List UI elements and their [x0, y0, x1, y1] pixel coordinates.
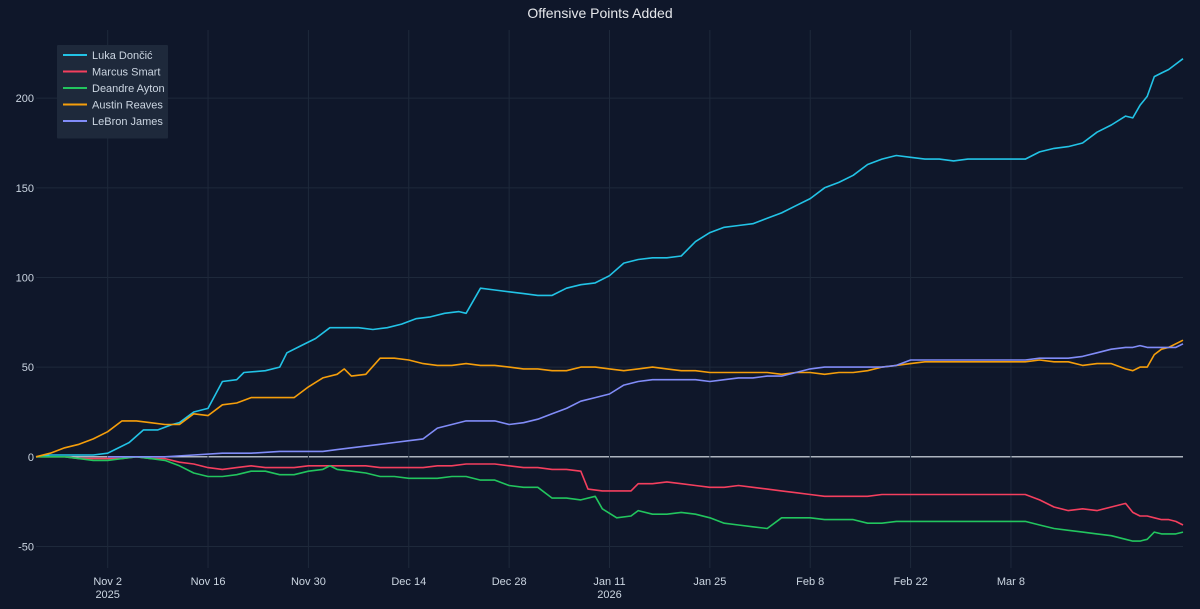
- y-tick-label: -50: [18, 541, 34, 553]
- series-line-0: [35, 58, 1184, 458]
- series-line-4: [107, 343, 1184, 458]
- x-tick-label: Mar 8: [997, 576, 1025, 588]
- y-tick-label: 200: [16, 93, 34, 105]
- legend-label: Luka Dončić: [92, 50, 153, 62]
- chart-title: Offensive Points Added: [527, 5, 672, 21]
- series-group: [35, 58, 1184, 542]
- legend-item-1[interactable]: Marcus Smart: [63, 67, 160, 79]
- legend-item-0[interactable]: Luka Dončić: [63, 50, 153, 62]
- legend-label: Marcus Smart: [92, 67, 160, 79]
- legend[interactable]: Luka Dončić Marcus Smart Deandre Ayton Aust…: [57, 45, 168, 139]
- x-tick-year: 2025: [95, 589, 119, 601]
- x-tick-label: Jan 25: [693, 576, 726, 588]
- x-tick-label: Nov 30: [291, 576, 326, 588]
- legend-item-4[interactable]: LeBron James: [63, 116, 163, 128]
- x-tick-label: Feb 8: [796, 576, 824, 588]
- x-tick-year: 2026: [597, 589, 621, 601]
- x-tick-label: Nov 2: [93, 576, 122, 588]
- legend-item-3[interactable]: Austin Reaves: [63, 100, 163, 112]
- x-tick-label: Dec 14: [391, 576, 426, 588]
- y-axis-ticks: -50 0 50 100 150 200: [16, 93, 34, 553]
- x-tick-label: Dec 28: [492, 576, 527, 588]
- series-line-1: [36, 456, 1184, 526]
- series-line-3: [35, 339, 1184, 458]
- y-tick-label: 150: [16, 183, 34, 195]
- legend-label: Deandre Ayton: [92, 83, 165, 95]
- x-tick-label: Feb 22: [893, 576, 927, 588]
- y-tick-label: 50: [22, 362, 34, 374]
- grid-lines: [36, 30, 1183, 568]
- x-tick-label: Jan 11: [593, 576, 625, 588]
- legend-box: [57, 45, 168, 139]
- y-tick-label: 100: [16, 272, 34, 284]
- legend-item-2[interactable]: Deandre Ayton: [63, 83, 165, 95]
- series-line-2: [36, 456, 1184, 542]
- x-tick-label: Nov 16: [191, 576, 226, 588]
- y-tick-label: 0: [28, 452, 34, 464]
- legend-label: Austin Reaves: [92, 100, 163, 112]
- legend-label: LeBron James: [92, 116, 163, 128]
